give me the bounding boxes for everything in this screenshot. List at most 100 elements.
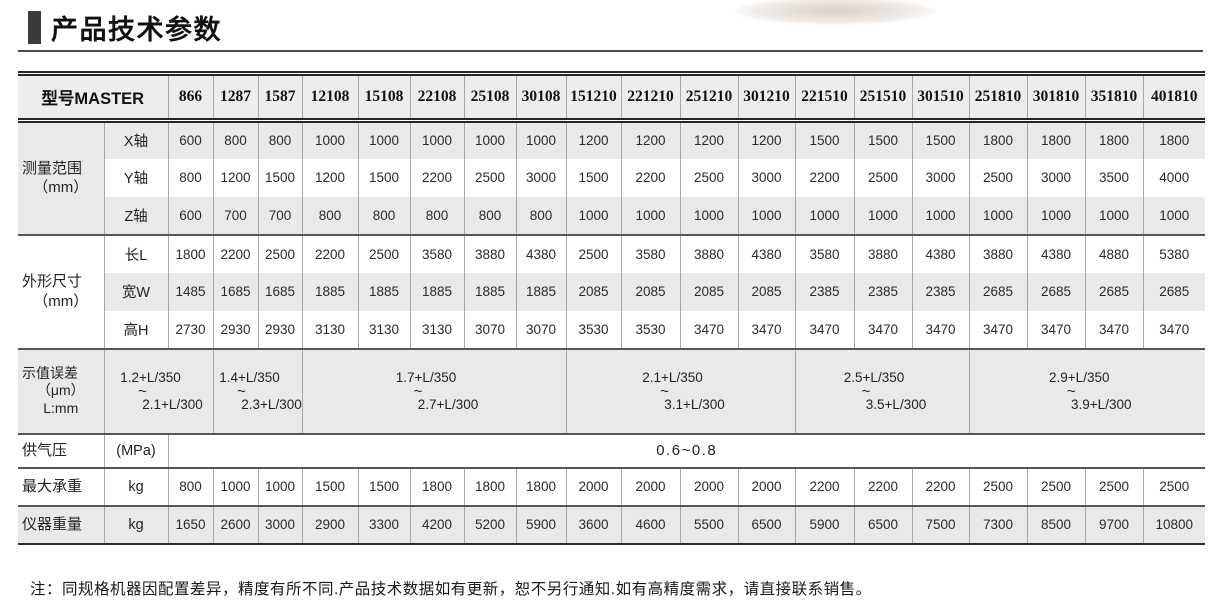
value-cell: 3470 — [968, 310, 1027, 349]
value-cell: 2900 — [301, 504, 358, 544]
model-column-header: 866 — [167, 73, 213, 123]
value-cell: 3130 — [409, 310, 464, 349]
value-cell: 1000 — [737, 196, 795, 235]
value-cell: 1500 — [794, 120, 854, 159]
value-cell: 1000 — [1084, 196, 1143, 235]
value-cell: 1500 — [357, 466, 410, 506]
value-cell: 1200 — [565, 120, 621, 159]
error-range-cell: 2.1+L/350 ~3.1+L/300 — [565, 347, 795, 434]
value-cell: 5200 — [463, 504, 516, 544]
model-column-header: 221210 — [620, 73, 680, 123]
value-cell: 4600 — [620, 504, 680, 544]
value-cell: 3130 — [357, 310, 410, 349]
model-column-header: 301810 — [1026, 73, 1085, 123]
value-cell: 2200 — [794, 466, 854, 506]
model-column-header: 1587 — [257, 73, 302, 123]
value-cell: 1200 — [212, 158, 258, 197]
model-column-header: 25108 — [463, 73, 516, 123]
value-cell: 2200 — [853, 466, 912, 506]
value-cell: 1000 — [212, 466, 258, 506]
value-cell: 4380 — [911, 233, 969, 273]
value-cell: 1200 — [679, 120, 738, 159]
value-cell: 2500 — [1084, 466, 1143, 506]
value-cell: 9700 — [1084, 504, 1143, 544]
error-row-label: 示值误差 （μm） L:mm — [18, 347, 104, 434]
value-cell: 1685 — [212, 272, 258, 311]
value-cell: 2085 — [737, 272, 795, 311]
value-cell: 3470 — [1026, 310, 1085, 349]
error-upper-value: 1.2+L/350 — [120, 369, 181, 385]
value-cell: 2500 — [968, 158, 1027, 197]
row-group-label: 外形尺寸 （mm） — [18, 233, 104, 349]
axis-label: X轴 — [103, 120, 168, 159]
table-row: 高H 2730 2930 2930 3130 3130 3130 3070 3070 3530 35… — [18, 310, 1205, 349]
value-cell: 2385 — [911, 272, 969, 311]
value-cell: 1500 — [565, 158, 621, 197]
value-cell: 5900 — [794, 504, 854, 544]
axis-label: 宽W — [103, 272, 168, 311]
error-upper-value: 2.1+L/350 — [642, 369, 703, 385]
row-group-label: 测量范围 （mm） — [18, 120, 104, 235]
value-cell: 1800 — [1084, 120, 1143, 159]
value-cell: 1000 — [679, 196, 738, 235]
error-upper-value: 1.7+L/350 — [395, 369, 457, 385]
value-cell: 1000 — [794, 196, 854, 235]
value-cell: 700 — [212, 196, 258, 235]
value-cell: 1885 — [357, 272, 410, 311]
value-cell: 3880 — [463, 233, 516, 273]
value-cell: 2685 — [1142, 272, 1205, 311]
axis-label: 长L — [103, 233, 168, 273]
axis-label: Z轴 — [103, 196, 168, 235]
model-column-header: 251510 — [853, 73, 912, 123]
page-title: 产品技术参数 — [51, 14, 222, 45]
tilde: ~ — [413, 382, 423, 400]
tilde: ~ — [237, 382, 246, 400]
spec-table: 型号MASTER 866 1287 1587 12108 15108 22108 25108 3… — [18, 71, 1205, 545]
value-cell: 3880 — [679, 233, 738, 273]
model-column-header: 301510 — [911, 73, 969, 123]
error-range-cell: 1.7+L/350 ~2.7+L/300 — [301, 347, 566, 434]
value-cell: 2500 — [357, 233, 410, 273]
value-cell: 2000 — [679, 466, 738, 506]
error-upper-value: 1.4+L/350 — [219, 369, 280, 385]
value-cell: 1885 — [515, 272, 566, 311]
title-divider — [18, 50, 1203, 52]
value-cell: 2500 — [968, 466, 1027, 506]
footnote: 注：同规格机器因配置差异，精度有所不同.产品技术数据如有更新，恕不另行通知.如有… — [30, 580, 872, 598]
value-cell: 1885 — [463, 272, 516, 311]
error-upper-value: 2.9+L/350 — [1049, 369, 1110, 385]
model-column-header: 251810 — [968, 73, 1027, 123]
model-column-header: 221510 — [794, 73, 854, 123]
value-cell: 1000 — [463, 120, 516, 159]
unit-label: (MPa) — [103, 432, 168, 468]
value-cell: 3300 — [357, 504, 410, 544]
error-lower-value: 2.7+L/300 — [417, 396, 479, 412]
value-cell: 1500 — [853, 120, 912, 159]
value-cell: 3600 — [565, 504, 621, 544]
value-cell: 1500 — [911, 120, 969, 159]
row-group-label-text: 外形尺寸 — [22, 273, 83, 290]
value-cell: 1000 — [409, 120, 464, 159]
value-cell: 4380 — [737, 233, 795, 273]
value-cell: 1885 — [409, 272, 464, 311]
value-cell: 1500 — [301, 466, 358, 506]
value-cell: 2200 — [301, 233, 358, 273]
value-cell: 2730 — [167, 310, 213, 349]
value-cell: 2085 — [565, 272, 621, 311]
tilde: ~ — [1066, 382, 1076, 400]
table-row: Y轴 800 1200 1500 1200 1500 2200 2500 3000 1500 220… — [18, 158, 1205, 197]
model-column-header: 301210 — [737, 73, 795, 123]
value-cell: 3470 — [794, 310, 854, 349]
row-label: 最大承重 — [18, 466, 104, 506]
value-cell: 3500 — [1084, 158, 1143, 197]
value-cell: 2930 — [257, 310, 302, 349]
value-cell: 2000 — [565, 466, 621, 506]
value-cell: 3000 — [737, 158, 795, 197]
value-cell: 3470 — [737, 310, 795, 349]
value-cell: 1800 — [409, 466, 464, 506]
value-cell: 1800 — [1142, 120, 1205, 159]
value-cell: 1000 — [257, 466, 302, 506]
value-cell: 2685 — [1026, 272, 1085, 311]
value-cell: 2500 — [679, 158, 738, 197]
value-cell: 2200 — [409, 158, 464, 197]
